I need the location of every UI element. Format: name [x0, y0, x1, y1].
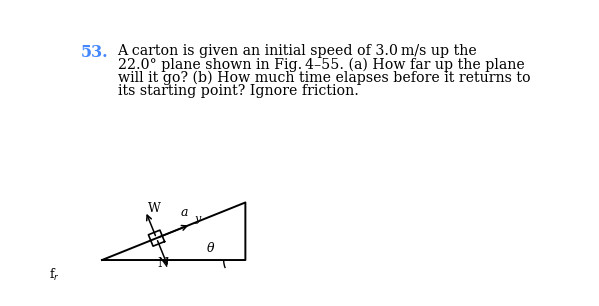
Text: A carton is given an initial speed of 3.0 m/s up the: A carton is given an initial speed of 3.… — [117, 44, 477, 58]
Text: θ: θ — [207, 241, 214, 255]
Text: its starting point? Ignore friction.: its starting point? Ignore friction. — [117, 84, 358, 98]
Text: 53.: 53. — [80, 44, 108, 62]
Text: N: N — [158, 257, 169, 270]
Text: W: W — [148, 202, 161, 215]
Text: 22.0° plane shown in Fig. 4–55. (a) How far up the plane: 22.0° plane shown in Fig. 4–55. (a) How … — [117, 58, 524, 72]
Text: y: y — [195, 214, 201, 224]
Text: a: a — [180, 206, 187, 219]
Text: f$_r$: f$_r$ — [49, 267, 59, 283]
Text: will it go? (b) How much time elapses before it returns to: will it go? (b) How much time elapses be… — [117, 71, 530, 85]
